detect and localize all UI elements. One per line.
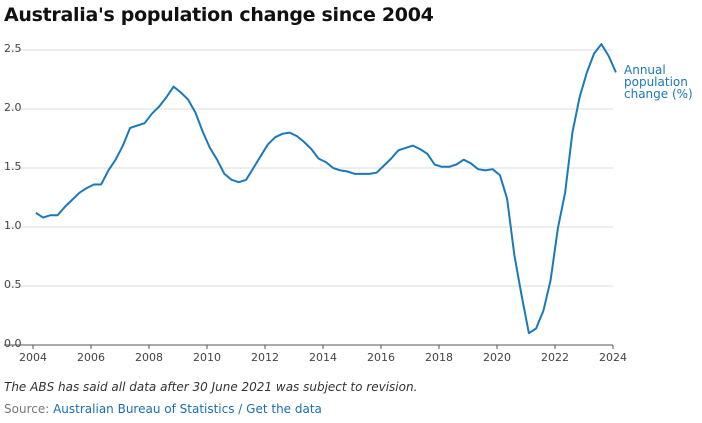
x-tick-label: 2004 [19, 351, 47, 364]
y-tick-label: 0.5 [4, 278, 22, 291]
x-tick-label: 2014 [309, 351, 337, 364]
chart-title: Australia's population change since 2004 [4, 4, 434, 26]
x-tick-label: 2020 [483, 351, 511, 364]
y-tick-label: 2.0 [4, 101, 22, 114]
x-tick-label: 2006 [77, 351, 105, 364]
source-link[interactable]: Australian Bureau of Statistics / Get th… [53, 402, 322, 416]
x-tick-label: 2024 [599, 351, 627, 364]
series-label: Annual population change (%) [624, 63, 693, 101]
line [35, 43, 617, 335]
source: Source: Australian Bureau of Statistics … [4, 402, 322, 416]
x-tick-label: 2010 [193, 351, 221, 364]
x-tick-label: 2022 [541, 351, 569, 364]
x-tick-label: 2018 [425, 351, 453, 364]
x-tick-label: 2016 [367, 351, 395, 364]
source-label: Source: [4, 402, 50, 416]
footnote: The ABS has said all data after 30 June … [4, 380, 418, 394]
x-tick-label: 2008 [135, 351, 163, 364]
y-tick-label: 1.0 [4, 219, 22, 232]
y-tick-label: 2.5 [4, 42, 22, 55]
x-tick-label: 2012 [251, 351, 279, 364]
y-tick-label: 1.5 [4, 160, 22, 173]
y-tick-label: 0.0 [4, 337, 22, 350]
